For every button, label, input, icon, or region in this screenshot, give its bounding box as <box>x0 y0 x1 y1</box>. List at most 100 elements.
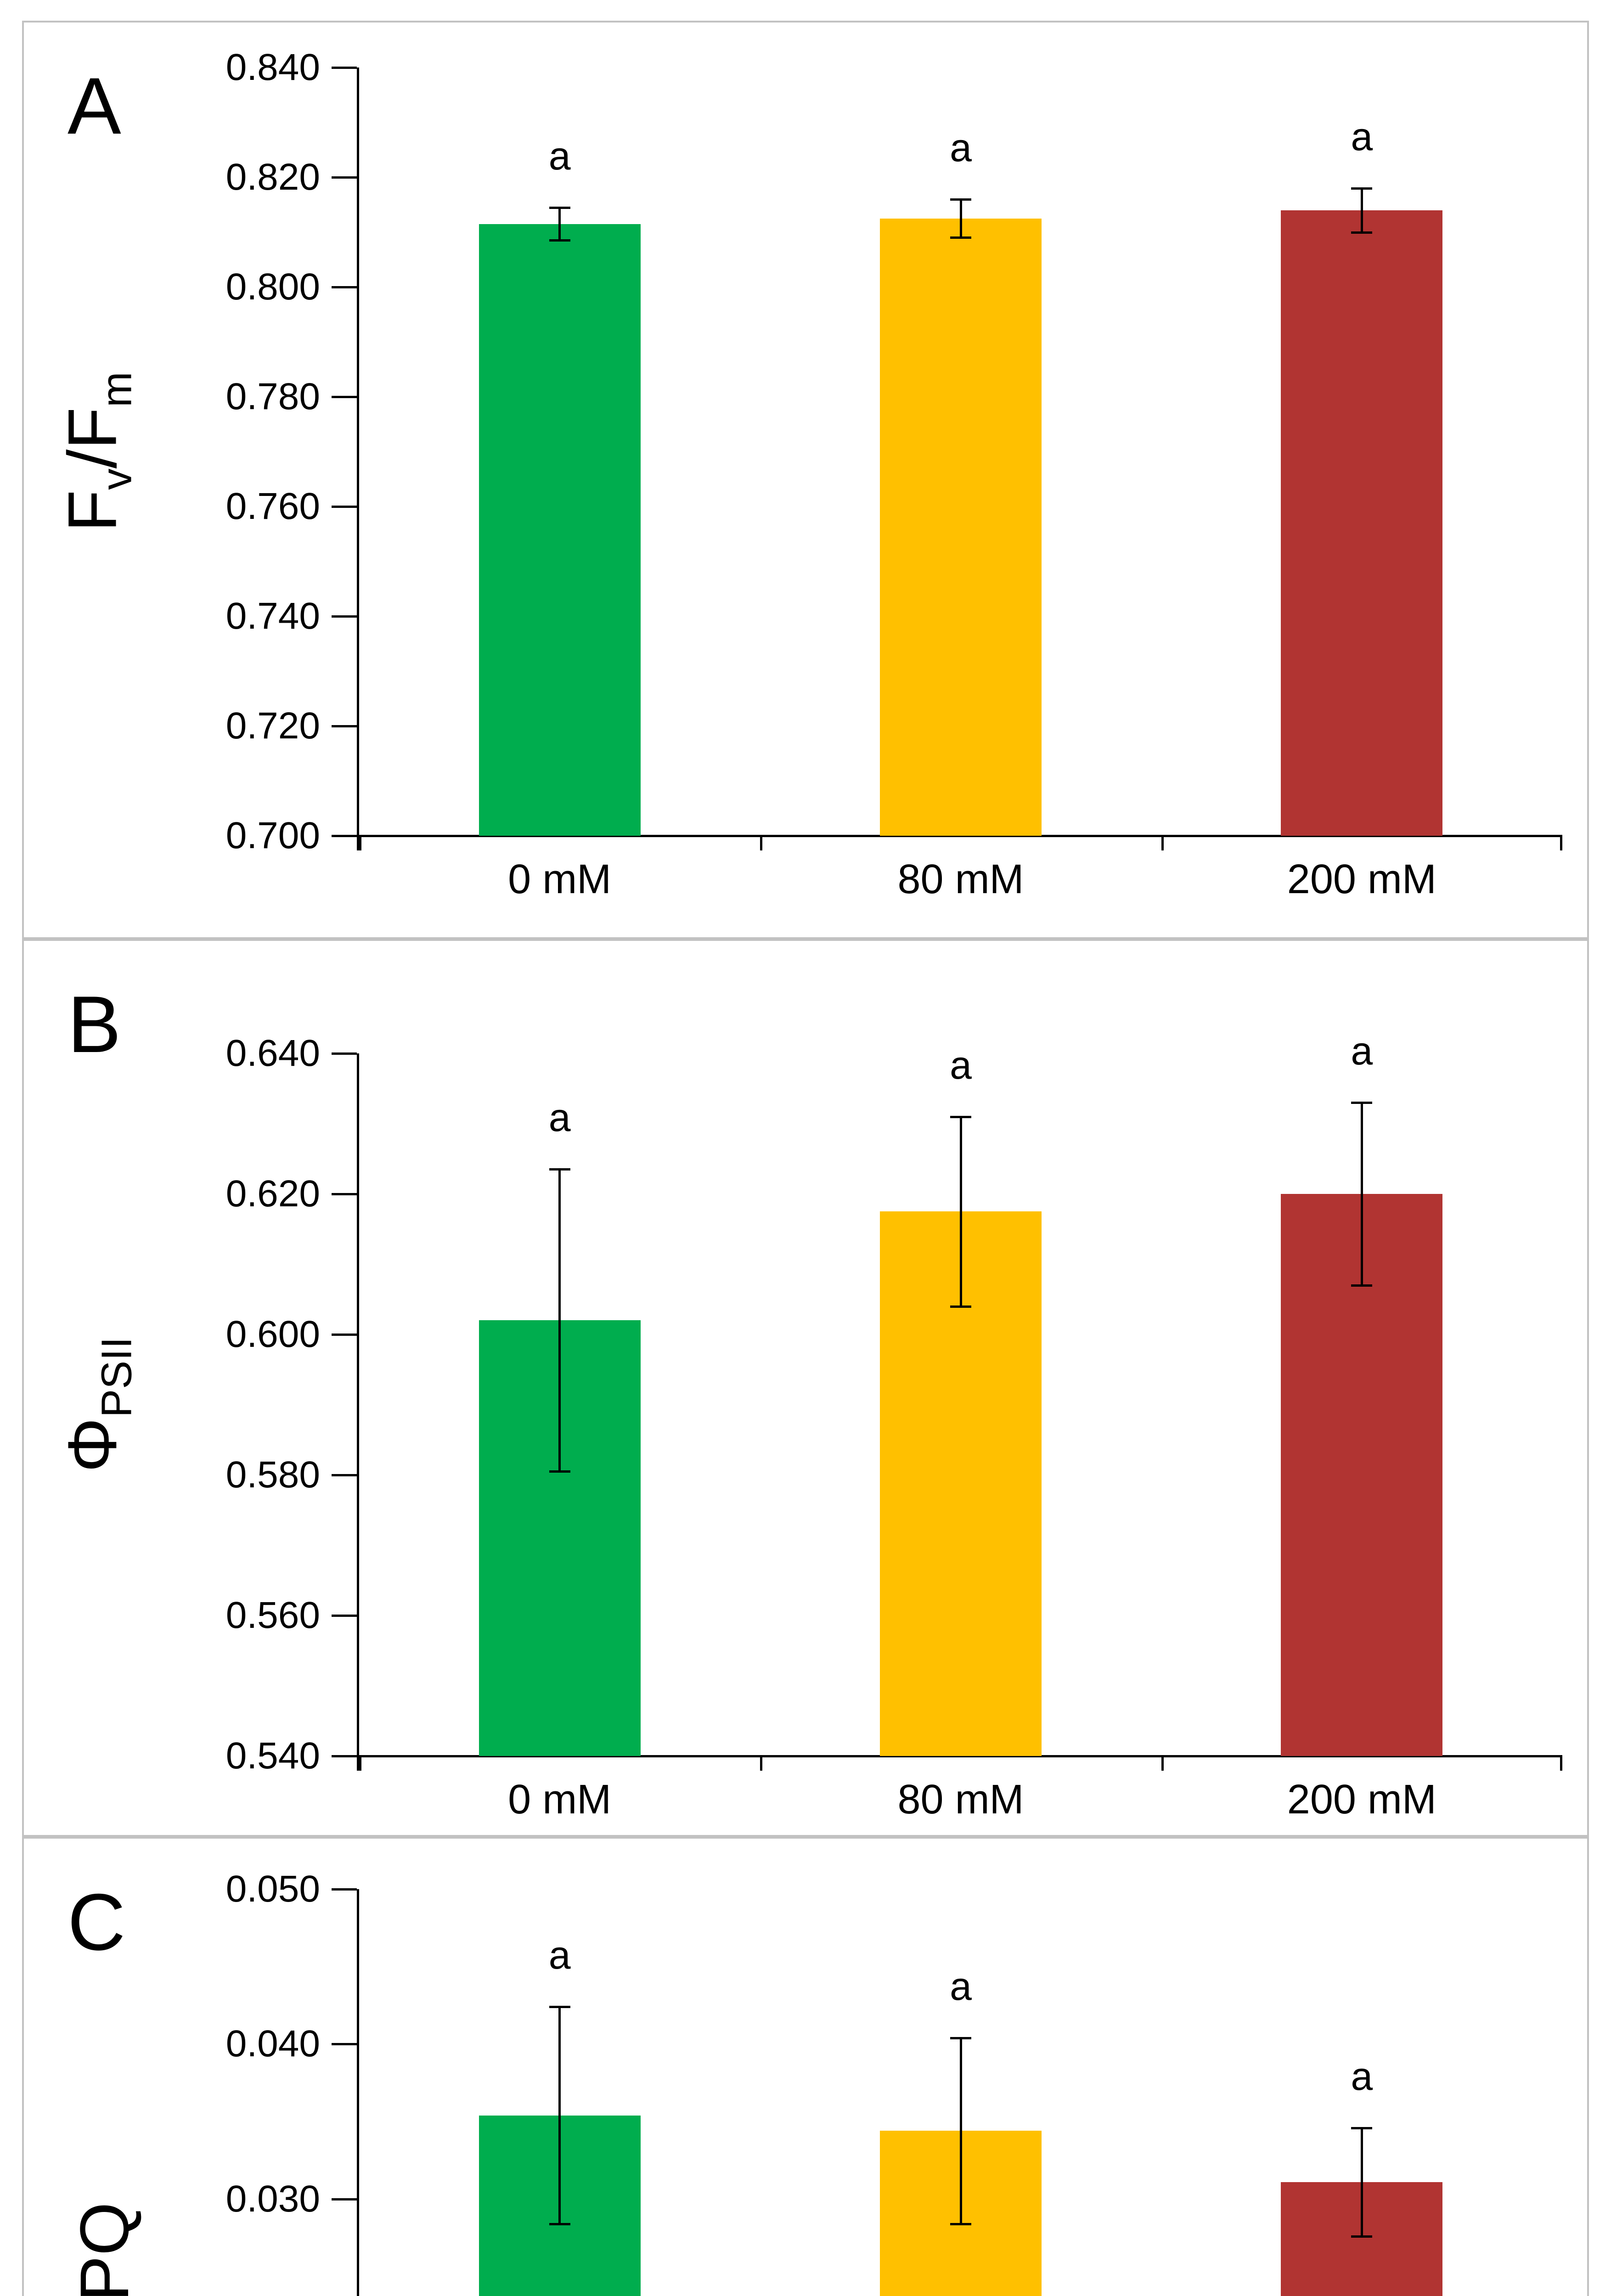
error-bar-cap-top <box>1351 2127 1373 2129</box>
bar-0-mm <box>479 224 641 836</box>
x-category-label: 80 mM <box>897 1777 1024 1823</box>
error-bar <box>1360 1103 1363 1285</box>
significance-letter: a <box>548 134 571 178</box>
y-tick <box>332 2043 357 2046</box>
y-tick <box>332 615 357 618</box>
panel-letter-a: A <box>68 62 121 151</box>
y-tick-label: 0.640 <box>225 1032 320 1074</box>
x-axis-tick <box>1161 1756 1164 1771</box>
error-bar <box>1360 2127 1363 2236</box>
x-axis <box>359 1755 1562 1757</box>
y-tick-label: 0.700 <box>225 815 320 856</box>
error-bar-cap-top <box>950 198 971 201</box>
y-tick <box>332 67 357 69</box>
y-tick-label: 0.720 <box>225 705 320 747</box>
bar-80-mm <box>880 218 1042 836</box>
x-axis-tick <box>1161 836 1164 850</box>
plot-area-a: 0.840 0.820 0.800 0.780 0.760 0.740 0.720 0.700… <box>24 23 1587 937</box>
x-axis-tick <box>760 836 763 850</box>
y-tick <box>332 1755 357 1757</box>
plot-area-b: 0.640 0.620 0.600 0.580 0.560 0.540 a 0 mM a 80 m… <box>24 941 1587 1835</box>
y-tick-label: 0.800 <box>225 266 320 308</box>
y-tick <box>332 835 357 837</box>
y-tick-label: 0.030 <box>225 2178 320 2220</box>
error-bar <box>558 2007 561 2224</box>
x-axis-tick <box>359 1756 361 1771</box>
error-bar-cap-bottom <box>950 1305 971 1308</box>
y-axis <box>357 1053 359 1771</box>
y-tick-label: 0.760 <box>225 485 320 527</box>
error-bar <box>558 207 561 241</box>
y-tick-label: 0.740 <box>225 595 320 637</box>
y-tick-label: 0.540 <box>225 1735 320 1777</box>
panel-a: A Fv/Fm 0.840 0.820 0.800 0.780 0.760 0.740 0.… <box>22 21 1589 939</box>
y-tick <box>332 286 357 288</box>
x-category-label: 200 mM <box>1287 1777 1436 1823</box>
y-tick <box>332 1474 357 1476</box>
significance-letter: a <box>1351 2054 1373 2099</box>
error-bar-cap-bottom <box>1351 2235 1373 2238</box>
error-bar-cap-top <box>549 206 570 209</box>
x-axis-tick <box>1560 836 1562 850</box>
y-tick <box>332 1888 357 1891</box>
panel-b: B ΦPSII 0.640 0.620 0.600 0.580 0.560 0.540 a 0… <box>22 939 1589 1837</box>
x-axis <box>359 835 1562 837</box>
x-category-label: 80 mM <box>897 856 1024 902</box>
y-tick <box>332 176 357 179</box>
significance-letter: a <box>548 1096 571 1140</box>
y-tick <box>332 1193 357 1195</box>
y-tick <box>332 396 357 398</box>
y-tick-label: 0.820 <box>225 156 320 198</box>
error-bar-cap-top <box>1351 1102 1373 1104</box>
error-bar <box>558 1169 561 1472</box>
y-tick <box>332 506 357 508</box>
error-bar-cap-top <box>1351 187 1373 190</box>
panel-letter-c: C <box>68 1878 126 1967</box>
bar-200-mm <box>1281 1194 1443 1756</box>
error-bar-cap-top <box>950 1115 971 1118</box>
y-tick-label: 0.580 <box>225 1454 320 1496</box>
error-bar-cap-top <box>950 2037 971 2039</box>
y-tick-label: 0.600 <box>225 1313 320 1355</box>
x-category-label: 0 mM <box>508 1777 612 1823</box>
significance-letter: a <box>1351 114 1373 159</box>
error-bar <box>959 199 962 238</box>
error-bar-cap-top <box>549 2006 570 2009</box>
error-bar-cap-bottom <box>549 1470 570 1473</box>
y-tick <box>332 2198 357 2200</box>
x-category-label: 200 mM <box>1287 856 1436 902</box>
significance-letter: a <box>1351 1029 1373 1074</box>
error-bar-cap-bottom <box>1351 231 1373 234</box>
x-axis-tick <box>359 836 361 850</box>
error-bar-cap-bottom <box>1351 1284 1373 1287</box>
significance-letter: a <box>950 1964 972 2009</box>
x-axis-tick <box>1560 1756 1562 1771</box>
x-category-label: 0 mM <box>508 856 612 902</box>
y-tick-label: 0.040 <box>225 2023 320 2065</box>
y-tick-label: 0.050 <box>225 1868 320 1910</box>
y-tick-label: 0.620 <box>225 1173 320 1215</box>
y-tick <box>332 1615 357 1617</box>
significance-letter: a <box>950 125 972 170</box>
y-tick-label: 0.840 <box>225 46 320 88</box>
y-tick <box>332 725 357 727</box>
error-bar-cap-bottom <box>950 236 971 239</box>
y-tick <box>332 1334 357 1336</box>
error-bar-cap-top <box>549 1168 570 1171</box>
error-bar <box>959 2037 962 2224</box>
y-tick-label: 0.560 <box>225 1594 320 1636</box>
y-tick <box>332 1052 357 1055</box>
y-axis <box>357 1889 359 2296</box>
significance-letter: a <box>548 1933 571 1978</box>
significance-letter: a <box>950 1043 972 1087</box>
y-axis <box>357 68 359 850</box>
x-axis-tick <box>760 1756 763 1771</box>
error-bar <box>1360 188 1363 232</box>
bar-200-mm <box>1281 210 1443 836</box>
panel-letter-b: B <box>68 980 121 1069</box>
error-bar-cap-bottom <box>549 2223 570 2225</box>
error-bar-cap-bottom <box>549 239 570 242</box>
